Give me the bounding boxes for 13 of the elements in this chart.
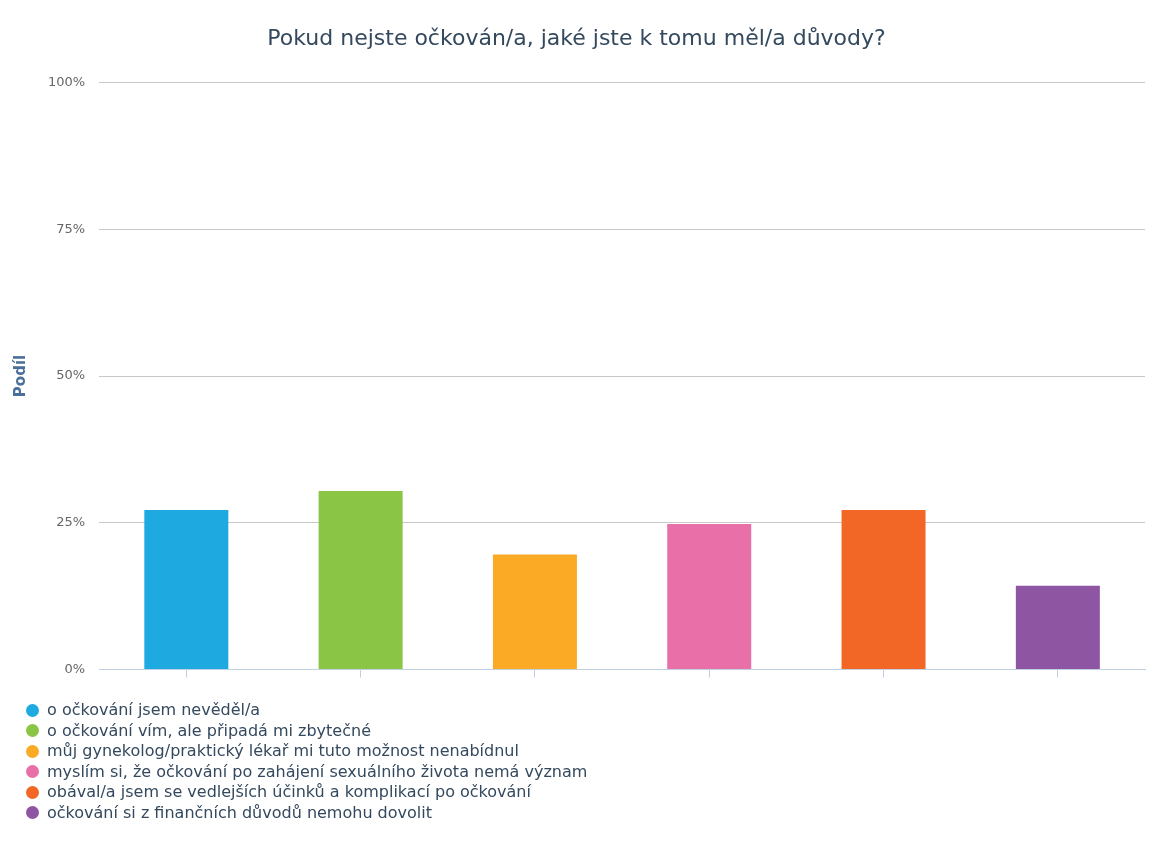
legend-label: obával/a jsem se vedlejších účinků a komplikací po očkování [47,782,531,803]
y-tick-label: 50% [56,367,86,383]
chart-title: Pokud nejste očkován/a, jaké jste k tomu měl/a důvody? [267,24,886,50]
y-tick-label: 100% [47,73,86,89]
legend-label: myslím si, že očkování po zahájení sexuálního života nemá význam [47,761,588,782]
y-tick-label: 25% [56,514,86,530]
legend-label: můj gynekolog/praktický lékař mi tuto možnost nenabídnul [47,741,519,762]
legend-label: očkování si z finančních důvodů nemohu dovolit [47,802,432,823]
y-tick-label: 75% [56,220,86,236]
y-tick-label: 0% [64,660,86,676]
legend-label: o očkování vím, ale připadá mi zbytečné [47,720,371,741]
y-axis-title: Podíl [10,354,29,398]
legend-label: o očkování jsem nevěděl/a [47,700,261,721]
